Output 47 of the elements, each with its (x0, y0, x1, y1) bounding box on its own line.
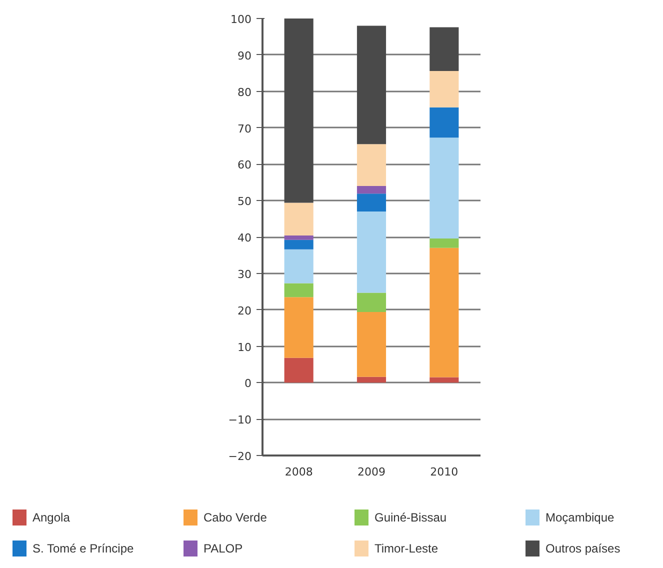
bar (356, 26, 386, 144)
y-tick-label: 60 (238, 158, 252, 172)
legend-label: Angola (32, 510, 70, 524)
bar (284, 18, 314, 203)
bar (430, 70, 459, 108)
bar (430, 377, 459, 383)
bar (430, 107, 459, 138)
bar (356, 292, 386, 312)
bar (430, 27, 459, 71)
bar (356, 186, 386, 194)
bar (284, 297, 314, 358)
legend-label: Outros países (546, 542, 620, 556)
y-tick-label: 0 (244, 377, 252, 390)
bar (430, 238, 459, 248)
y-tick-label: 40 (238, 232, 252, 244)
legend-label: PALOP (204, 542, 243, 556)
legend-label: Guiné-Bissau (374, 510, 447, 524)
y-tick-label: 10 (238, 340, 252, 354)
bar (284, 236, 314, 240)
bar (284, 202, 314, 236)
y-tick-label: 100 (230, 13, 252, 26)
y-tick-label: 50 (238, 195, 252, 208)
legend-label: Timor-Leste (374, 542, 438, 556)
bar (284, 283, 314, 298)
y-tick-label: 30 (238, 268, 252, 281)
bar (356, 144, 386, 186)
x-tick-label: 2010 (430, 466, 458, 478)
y-tick-label: 90 (238, 49, 252, 62)
bar (356, 312, 386, 377)
y-tick-label: 20 (238, 304, 252, 318)
bar (356, 212, 386, 293)
bar (284, 240, 314, 250)
legend-label: S. Tomé e Príncipe (32, 542, 134, 556)
bar (356, 194, 386, 212)
legend-label: Cabo Verde (204, 510, 268, 524)
bar (430, 138, 459, 238)
bar (284, 358, 314, 383)
y-tick-label: −10 (228, 414, 252, 427)
legend-label: Moçambique (546, 510, 615, 524)
y-tick-label: −20 (228, 450, 252, 463)
bar (430, 248, 459, 378)
y-tick-label: 80 (238, 86, 252, 99)
bar (284, 249, 314, 284)
x-tick-label: 2008 (284, 466, 313, 478)
x-tick-label: 2009 (358, 466, 386, 478)
y-tick-label: 70 (238, 122, 252, 136)
bar (356, 376, 386, 383)
